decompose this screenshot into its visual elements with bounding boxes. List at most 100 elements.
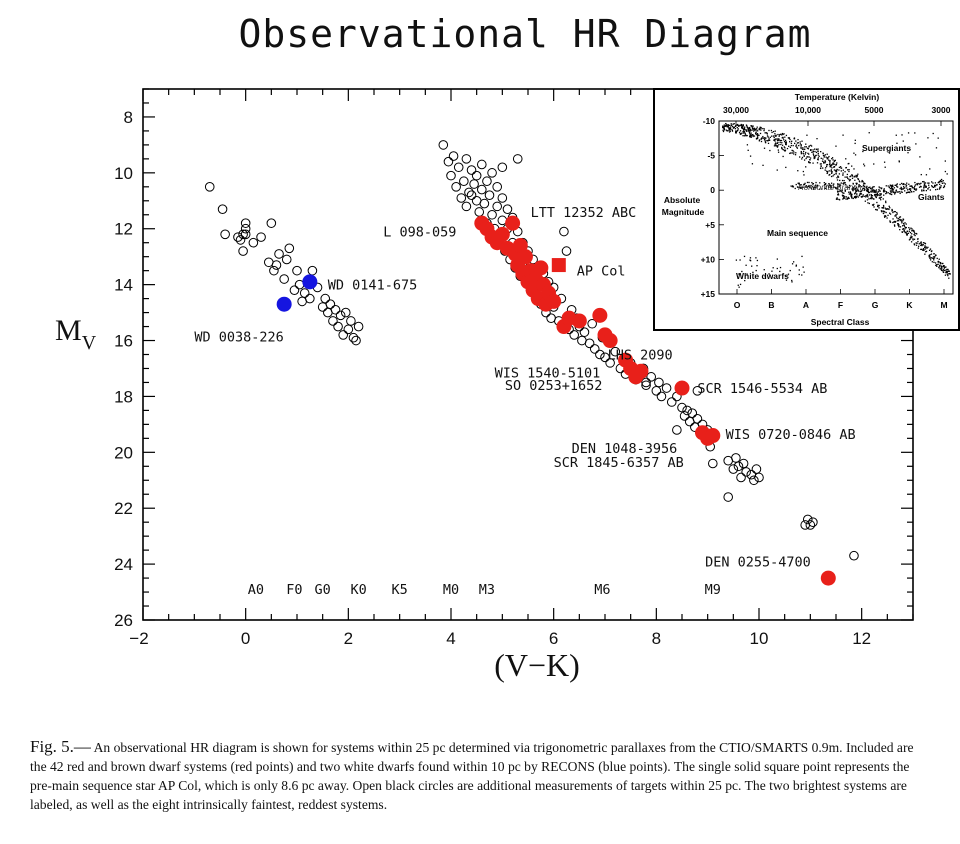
inset-star-dot bbox=[782, 155, 784, 158]
inset-star-dot bbox=[925, 251, 927, 253]
inset-label-main-sequence: Main sequence bbox=[767, 228, 828, 238]
inset-star-dot bbox=[809, 186, 811, 188]
inset-star-dot bbox=[902, 140, 904, 142]
inset-star-dot bbox=[724, 125, 726, 127]
inset-star-dot bbox=[817, 150, 819, 152]
inset-star-dot bbox=[944, 160, 946, 162]
inset-star-dot bbox=[892, 191, 894, 194]
y-axis-title-main: M bbox=[55, 314, 82, 347]
inset-star-dot bbox=[935, 254, 937, 257]
inset-star-dot bbox=[887, 214, 889, 217]
inset-star-dot bbox=[901, 188, 903, 190]
inset-star-dot bbox=[803, 183, 805, 185]
open-point bbox=[346, 316, 356, 326]
inset-star-dot bbox=[908, 188, 910, 191]
inset-star-dot bbox=[894, 211, 896, 213]
inset-star-dot bbox=[808, 161, 810, 164]
inset-star-dot bbox=[915, 143, 917, 145]
inset-spectral-class-label: O bbox=[734, 300, 741, 310]
inset-star-dot bbox=[746, 144, 749, 146]
inset-star-dot bbox=[938, 188, 941, 190]
open-point bbox=[579, 327, 590, 337]
inset-star-dot bbox=[822, 154, 825, 157]
inset-star-dot bbox=[771, 270, 773, 272]
inset-star-dot bbox=[831, 163, 833, 166]
inset-star-dot bbox=[799, 156, 801, 158]
inset-star-dot bbox=[854, 195, 856, 198]
inset-star-dot bbox=[949, 273, 951, 275]
inset-star-dot bbox=[779, 133, 782, 135]
inset-star-dot bbox=[829, 173, 831, 176]
inset-star-dot bbox=[885, 211, 887, 214]
inset-star-dot bbox=[743, 129, 745, 131]
inset-star-dot bbox=[732, 127, 735, 129]
inset-star-dot bbox=[885, 201, 887, 204]
inset-star-dot bbox=[857, 189, 860, 191]
inset-star-dot bbox=[833, 160, 835, 163]
inset-star-dot bbox=[800, 151, 802, 153]
inset-star-dot bbox=[880, 194, 882, 196]
inset-star-dot bbox=[832, 175, 834, 177]
inset-star-dot bbox=[842, 182, 844, 185]
inset-star-dot bbox=[791, 281, 793, 283]
inset-star-dot bbox=[913, 244, 916, 246]
inset-star-dot bbox=[747, 149, 749, 151]
inset-star-dot bbox=[889, 188, 891, 190]
inset-star-dot bbox=[849, 192, 852, 195]
inset-star-dot bbox=[755, 133, 757, 135]
inset-star-dot bbox=[744, 126, 746, 128]
inset-star-dot bbox=[894, 184, 896, 187]
inset-star-dot bbox=[730, 123, 732, 125]
inset-star-dot bbox=[848, 178, 850, 180]
inset-star-dot bbox=[863, 163, 865, 165]
inset-star-dot bbox=[889, 213, 892, 215]
inset-star-dot bbox=[834, 170, 837, 172]
inset-star-dot bbox=[934, 255, 936, 258]
spectral-type-label: K5 bbox=[392, 582, 408, 598]
inset-star-dot bbox=[948, 270, 950, 272]
inset-star-dot bbox=[726, 124, 728, 126]
x-tick-label: 6 bbox=[549, 629, 558, 648]
inset-star-dot bbox=[886, 208, 888, 210]
inset-star-dot bbox=[904, 228, 906, 230]
inset-star-dot bbox=[838, 169, 840, 171]
inset-star-dot bbox=[821, 160, 824, 162]
inset-star-dot bbox=[874, 195, 876, 197]
inset-spectral-class-label: A bbox=[803, 300, 809, 310]
inset-star-dot bbox=[856, 193, 858, 195]
inset-star-dot bbox=[781, 144, 784, 146]
inset-star-dot bbox=[900, 187, 903, 189]
inset-star-dot bbox=[850, 194, 852, 196]
inset-star-dot bbox=[902, 218, 905, 221]
inset-star-dot bbox=[925, 174, 928, 176]
inset-star-dot bbox=[946, 273, 948, 275]
inset-star-dot bbox=[833, 183, 835, 185]
inset-star-dot bbox=[791, 149, 793, 152]
inset-star-dot bbox=[868, 198, 870, 200]
inset-star-dot bbox=[846, 186, 848, 188]
inset-star-dot bbox=[929, 189, 932, 191]
inset-star-dot bbox=[898, 226, 900, 228]
inset-star-dot bbox=[860, 190, 863, 192]
inset-star-dot bbox=[861, 179, 863, 182]
inset-star-dot bbox=[802, 152, 804, 154]
inset-star-dot bbox=[931, 261, 933, 263]
inset-star-dot bbox=[824, 169, 826, 171]
inset-star-dot bbox=[863, 189, 865, 192]
inset-star-dot bbox=[910, 227, 912, 229]
inset-star-dot bbox=[836, 162, 838, 164]
inset-star-dot bbox=[837, 194, 839, 196]
inset-star-dot bbox=[832, 163, 834, 165]
inset-top-tick-label: 30,000 bbox=[723, 105, 749, 115]
inset-star-dot bbox=[813, 154, 815, 156]
open-point bbox=[235, 235, 246, 245]
inset-star-dot bbox=[835, 145, 837, 147]
open-point bbox=[351, 335, 361, 346]
inset-star-dot bbox=[849, 179, 852, 181]
inset-star-dot bbox=[778, 138, 780, 140]
inset-star-dot bbox=[723, 126, 725, 128]
inset-star-dot bbox=[854, 142, 856, 145]
inset-star-dot bbox=[876, 192, 879, 194]
inset-star-dot bbox=[937, 263, 939, 265]
inset-star-dot bbox=[801, 158, 803, 160]
